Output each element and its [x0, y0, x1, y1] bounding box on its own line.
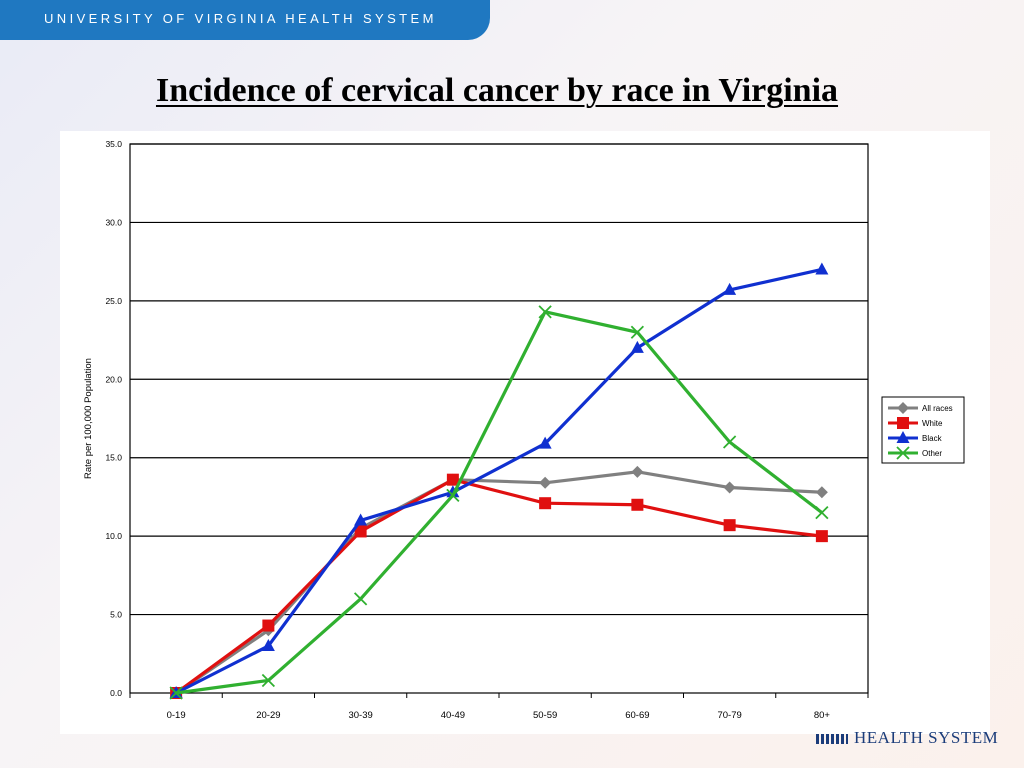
chart-panel: 0.0 5.0 10.0 15.0 20.0 25.0 30.0 35.0 0-19 20-29 3…: [60, 131, 990, 734]
header-bar: UNIVERSITY OF VIRGINIA HEALTH SYSTEM: [0, 0, 490, 40]
logo-text: HEALTH SYSTEM: [854, 728, 999, 747]
data-point-all-races: [815, 486, 828, 499]
health-system-logo: HEALTH SYSTEM: [812, 728, 1012, 752]
legend-marker-white: [897, 417, 909, 429]
y-tick-label: 5.0: [110, 610, 122, 620]
y-tick-label: 30.0: [105, 217, 122, 227]
data-point-black: [815, 262, 829, 275]
legend-label-all-races: All races: [922, 404, 953, 413]
y-tick-label: 0.0: [110, 688, 122, 698]
y-tick-label: 15.0: [105, 453, 122, 463]
data-point-white: [815, 530, 828, 543]
y-tick-label: 10.0: [105, 531, 122, 541]
x-tick-label: 80+: [814, 710, 831, 721]
data-point-white: [631, 498, 644, 511]
legend-label-white: White: [922, 419, 943, 428]
legend-marker-other: [896, 446, 910, 460]
data-point-all-races: [723, 481, 736, 494]
data-point-black: [354, 513, 368, 526]
data-point-white: [446, 473, 459, 486]
series-line-white: [175, 478, 823, 695]
data-point-other: [722, 435, 737, 449]
data-point-black: [261, 638, 275, 651]
series-line-all-races: [175, 470, 822, 695]
series-line-black: [175, 267, 823, 695]
data-point-other: [630, 325, 645, 339]
y-axis-label: Rate per 100,000 Population: [83, 358, 94, 479]
series-line-other: [175, 310, 823, 695]
data-point-white: [354, 525, 367, 538]
x-tick-label: 50-59: [533, 710, 557, 721]
slide-title: Incidence of cervical cancer by race in …: [155, 72, 839, 109]
data-point-all-races: [539, 476, 552, 489]
data-point-black: [538, 436, 552, 449]
data-point-other: [538, 305, 552, 319]
data-point-other: [169, 686, 183, 700]
data-point-other: [261, 673, 276, 688]
y-tick-label: 35.0: [105, 139, 122, 149]
y-tick-label: 25.0: [105, 296, 122, 306]
logo-bars-icon: [816, 734, 848, 744]
x-tick-label: 60-69: [625, 710, 649, 721]
x-tick-label: 30-39: [348, 710, 372, 721]
data-point-other: [815, 505, 829, 520]
data-point-other: [446, 488, 460, 502]
x-tick-label: 20-29: [256, 710, 280, 721]
data-point-black: [630, 340, 644, 353]
legend-label-black: Black: [922, 434, 943, 443]
data-point-white: [262, 619, 275, 632]
legend-marker-black: [896, 431, 910, 443]
x-tick-label: 40-49: [441, 710, 465, 721]
plot-border: [129, 143, 869, 694]
header-text: UNIVERSITY OF VIRGINIA HEALTH SYSTEM: [44, 11, 437, 26]
data-point-black: [723, 282, 737, 295]
x-tick-label: 0-19: [167, 710, 186, 721]
data-point-black: [446, 485, 460, 498]
y-tick-label: 20.0: [105, 374, 122, 384]
data-point-other: [353, 592, 368, 606]
data-point-all-races: [631, 465, 644, 478]
legend-label-other: Other: [922, 449, 942, 458]
x-tick-label: 70-79: [717, 710, 741, 721]
line-chart: 0.0 5.0 10.0 15.0 20.0 25.0 30.0 35.0 0-19 20-29 3…: [83, 139, 965, 721]
legend-marker-all-races: [897, 402, 909, 414]
data-point-white: [723, 519, 736, 532]
data-point-white: [539, 497, 552, 510]
